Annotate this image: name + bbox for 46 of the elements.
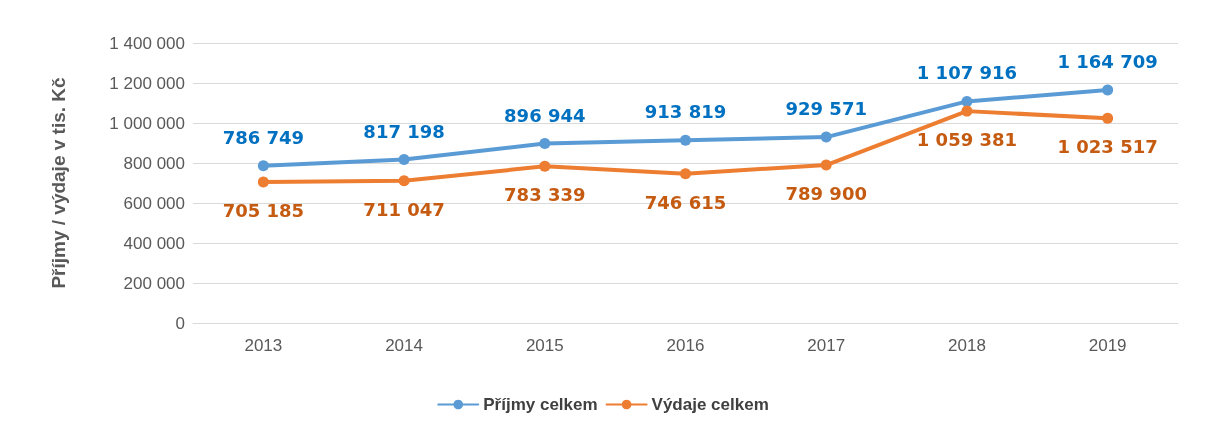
- point: [961, 105, 973, 117]
- data-label: 786 749: [222, 126, 305, 148]
- legend-label: Výdaje celkem: [651, 395, 769, 414]
- x-tick-label: 2019: [1088, 336, 1127, 355]
- point: [398, 175, 410, 187]
- point: [1102, 112, 1114, 124]
- point: [257, 160, 269, 172]
- data-label: 1 023 517: [1057, 136, 1158, 158]
- y-tick-label: 600 000: [123, 193, 185, 213]
- point: [680, 168, 691, 180]
- point: [820, 159, 832, 171]
- point: [539, 138, 551, 150]
- y-tick-label: 800 000: [123, 153, 185, 173]
- x-tick-label: 2014: [385, 336, 423, 355]
- point: [961, 95, 973, 107]
- legend-label: Příjmy celkem: [483, 395, 598, 414]
- y-tick-label: 200 000: [123, 273, 185, 293]
- x-tick-label: 2013: [244, 336, 283, 355]
- data-label: 1 059 381: [916, 129, 1018, 151]
- point: [398, 154, 410, 166]
- y-tick-label: 0: [175, 313, 185, 333]
- data-label: 783 339: [504, 184, 586, 206]
- y-tick-label: 1 000 000: [109, 113, 185, 133]
- point: [820, 131, 832, 143]
- x-tick-label: 2018: [948, 336, 986, 355]
- data-label: 705 185: [222, 199, 305, 221]
- data-label: 711 047: [363, 198, 445, 220]
- y-tick-label: 1 200 000: [109, 73, 185, 93]
- point: [539, 160, 551, 172]
- point: [680, 134, 691, 146]
- point: [257, 176, 269, 188]
- data-label: 896 944: [504, 104, 586, 126]
- point: [1102, 84, 1114, 96]
- data-label: 817 198: [363, 120, 445, 142]
- x-tick-label: 2016: [666, 336, 705, 355]
- y-axis-title: Příjmy / výdaje v tis. Kč: [48, 76, 69, 289]
- data-label: 1 107 916: [916, 62, 1018, 84]
- y-tick-label: 400 000: [123, 233, 185, 253]
- y-tick-label: 1 400 000: [109, 33, 185, 53]
- data-label: 789 900: [785, 183, 867, 205]
- data-label: 913 819: [644, 101, 727, 123]
- data-label: 746 615: [644, 191, 727, 213]
- data-label: 1 164 709: [1057, 51, 1158, 73]
- x-tick-label: 2017: [807, 336, 846, 355]
- x-tick-label: 2015: [525, 336, 564, 355]
- data-label: 929 571: [785, 98, 867, 120]
